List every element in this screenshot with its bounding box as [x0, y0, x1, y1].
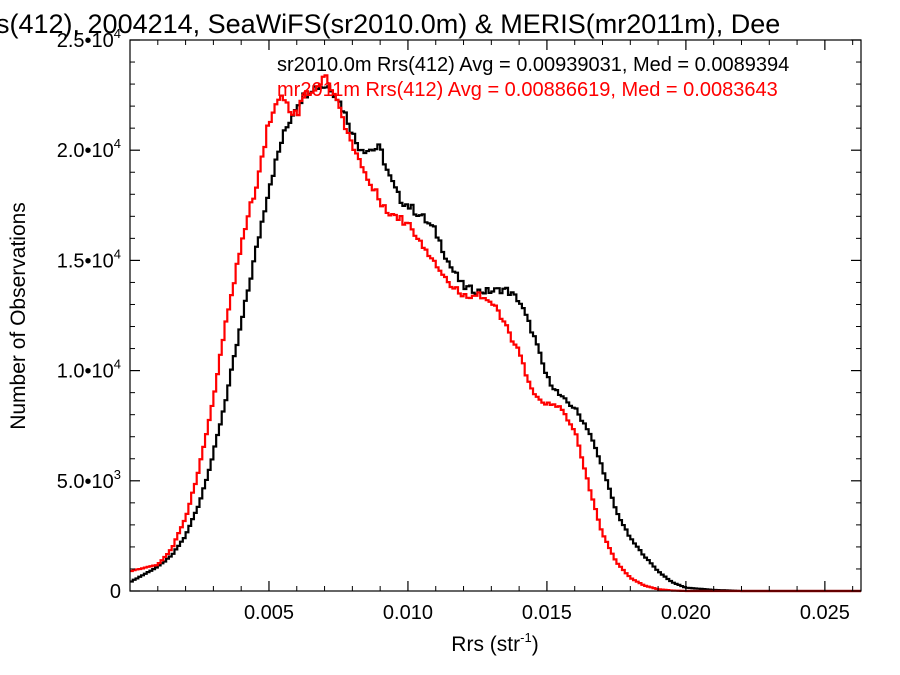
x-tick-label: 0.020: [661, 602, 711, 624]
y-tick-label: 0: [110, 581, 121, 603]
x-tick-label: 0.015: [522, 602, 572, 624]
y-tick-label: 2.5•104: [57, 26, 121, 52]
plot-frame: [129, 39, 862, 592]
series-line-1: [130, 85, 861, 593]
x-axis-label-close: ): [532, 633, 539, 656]
legend-entry-1: sr2010.0m Rrs(412) Avg = 0.00939031, Med…: [277, 54, 789, 76]
chart-title: s(412), 2004214, SeaWiFS(sr2010.0m) & ME…: [0, 9, 780, 39]
series-line-2: [130, 74, 861, 593]
x-tick-label: 0.005: [244, 602, 294, 624]
y-axis-label: Number of Observations: [7, 202, 30, 430]
y-tick-label: 2.0•104: [57, 136, 121, 162]
x-tick-label: 0.010: [383, 602, 433, 624]
x-axis: 0.005 0.010 0.015 0.020 0.025: [157, 40, 854, 624]
y-tick-label: 5.0•103: [57, 467, 121, 493]
legend-entry-2: mr2011m Rrs(412) Avg = 0.00886619, Med =…: [277, 79, 778, 101]
legend: sr2010.0m Rrs(412) Avg = 0.00939031, Med…: [277, 54, 789, 101]
x-axis-label: Rrs (str-1): [451, 630, 538, 656]
y-tick-label: 1.5•104: [57, 246, 121, 272]
x-tick-label: 0.025: [800, 602, 850, 624]
x-axis-label-text: Rrs (str: [451, 633, 520, 656]
y-tick-label: 1.0•104: [57, 357, 121, 383]
y-axis: 0 5.0•103 1.0•104 1.5•104 2.0•104 2.5•104: [57, 26, 861, 603]
x-axis-label-exponent: -1: [520, 630, 532, 645]
series-layer: [130, 74, 861, 593]
